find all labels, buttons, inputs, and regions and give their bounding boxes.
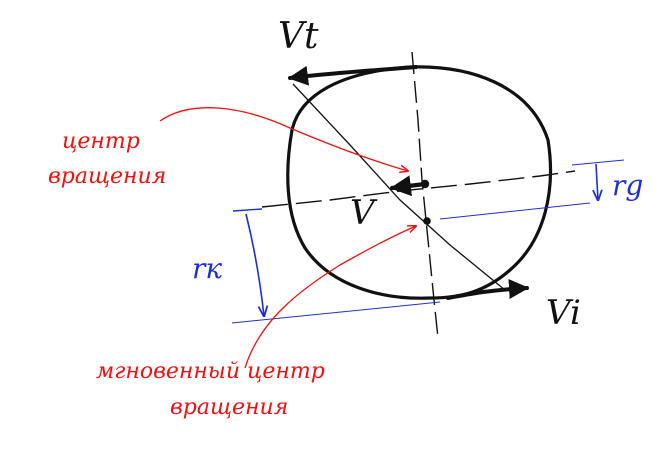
upper-radius-label: rg	[612, 169, 643, 202]
bottom-velocity-label: Vi	[546, 293, 581, 333]
lower-radius-dimension-arrow	[245, 213, 264, 316]
bottom-velocity-arrow	[446, 278, 529, 300]
rotation-center-label-line-1: центр	[62, 129, 140, 154]
center-point	[420, 179, 430, 189]
upper-radius-tick-top	[571, 159, 625, 166]
lower-radius-tick	[232, 208, 263, 212]
rotation-center-label-line-2: вращения	[48, 164, 166, 189]
upper-radius-dimension-arrow	[596, 163, 598, 200]
center-velocity-arrow	[389, 175, 428, 197]
lower-radius-guide	[231, 301, 441, 324]
top-velocity-label: Vt	[278, 16, 319, 57]
top-velocity-arrow	[288, 65, 418, 86]
rotation-center-leader	[159, 107, 408, 171]
instant-center-label-line-2: вращения	[170, 395, 288, 420]
center-velocity-label: V	[350, 193, 378, 233]
instant-center-label-line-1: мгновенный центр	[96, 359, 325, 384]
lower-radius-label: rк	[192, 252, 222, 285]
instant-center-leader	[244, 226, 416, 369]
instant-center-point	[423, 217, 431, 225]
upper-radius-guide	[439, 202, 591, 220]
vertical-axis-line	[411, 51, 439, 339]
wheel-outline	[286, 65, 553, 300]
velocity-diagonal-line	[292, 83, 506, 291]
horizontal-axis-line	[261, 170, 576, 208]
